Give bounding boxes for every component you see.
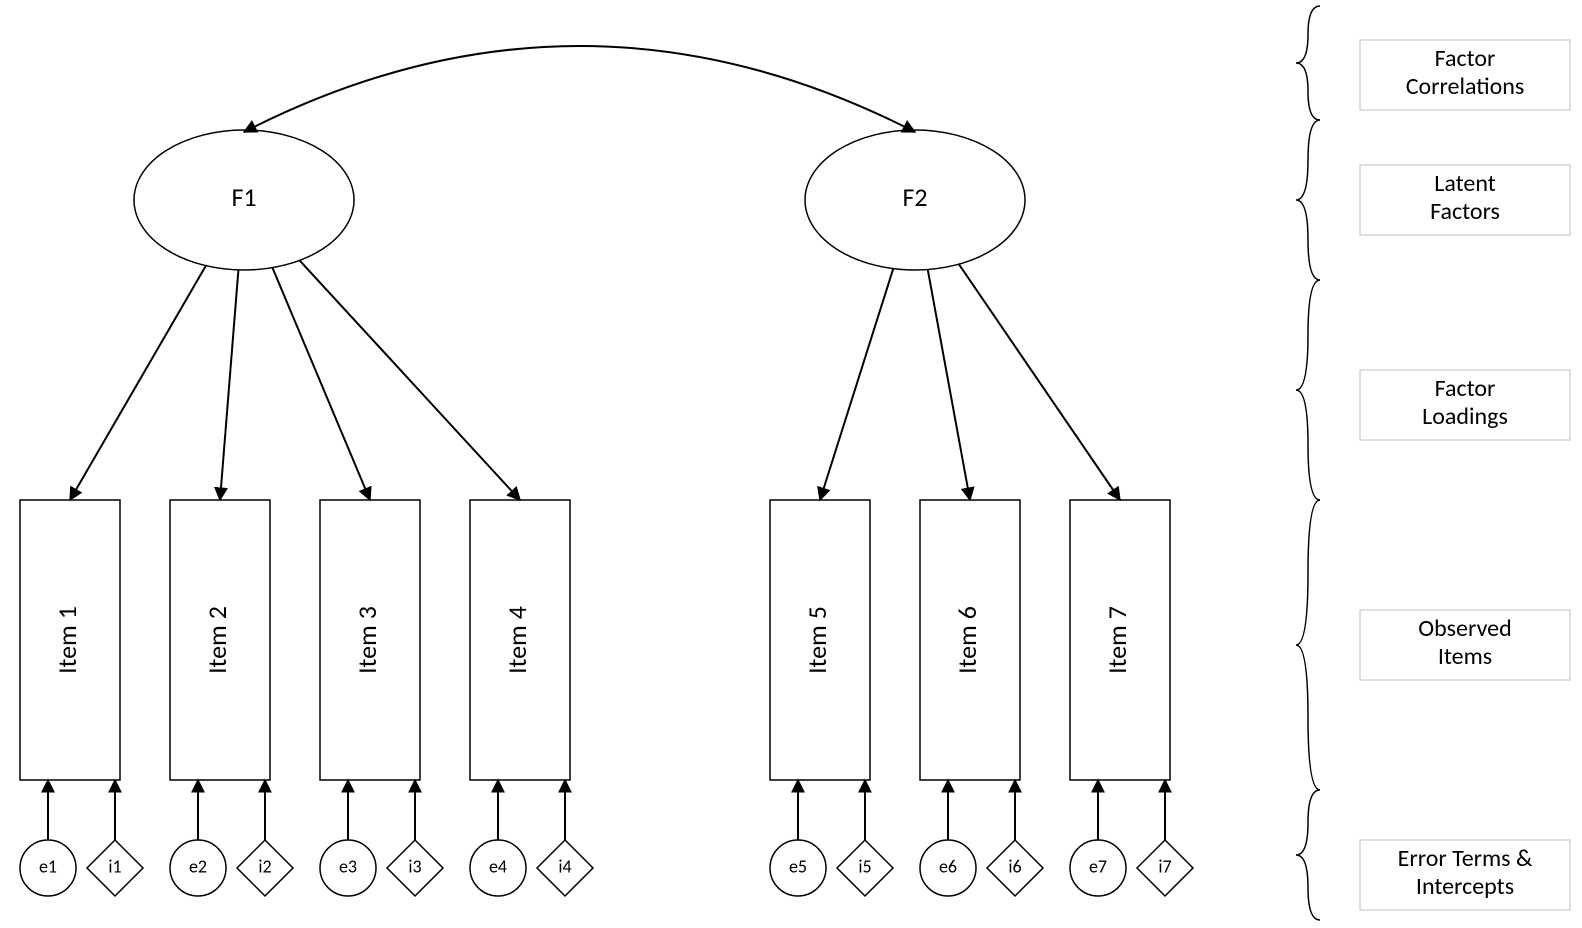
observed-item-label: Item 4 bbox=[501, 606, 533, 674]
section-label-line1: Error Terms & bbox=[1398, 844, 1533, 873]
error-term-label: e1 bbox=[39, 855, 57, 877]
latent-factor-label: F1 bbox=[231, 181, 256, 213]
error-term-label: i1 bbox=[108, 855, 121, 877]
section-label-line2: Factors bbox=[1430, 197, 1500, 226]
section-label-line2: Items bbox=[1438, 642, 1492, 671]
error-term-label: e3 bbox=[339, 855, 357, 877]
error-term-label: i3 bbox=[408, 855, 421, 877]
error-term-label: i7 bbox=[1158, 855, 1171, 877]
section-label-line2: Correlations bbox=[1406, 72, 1525, 101]
loading-arrow bbox=[300, 260, 520, 500]
error-term-label: e6 bbox=[939, 855, 957, 877]
error-term-label: e2 bbox=[189, 855, 207, 877]
latent-factor-label: F2 bbox=[902, 181, 927, 213]
loading-arrow bbox=[272, 268, 370, 500]
loading-arrow bbox=[959, 264, 1120, 500]
error-term-label: e5 bbox=[789, 855, 807, 877]
section-brace bbox=[1296, 6, 1320, 120]
error-term-label: e7 bbox=[1089, 855, 1107, 877]
observed-item-label: Item 3 bbox=[351, 606, 383, 674]
error-term-label: i5 bbox=[858, 855, 871, 877]
loading-arrow bbox=[928, 270, 970, 500]
section-label-line2: Loadings bbox=[1422, 402, 1508, 431]
section-label-line1: Latent bbox=[1434, 169, 1496, 198]
section-brace bbox=[1296, 790, 1320, 920]
error-term-label: e4 bbox=[489, 855, 507, 877]
section-label-line1: Factor bbox=[1435, 44, 1496, 73]
observed-item-label: Item 1 bbox=[51, 606, 83, 674]
section-brace bbox=[1296, 500, 1320, 790]
loading-arrow bbox=[220, 270, 238, 500]
loading-arrow bbox=[70, 266, 206, 500]
observed-item-label: Item 7 bbox=[1101, 606, 1133, 674]
observed-item-label: Item 2 bbox=[201, 606, 233, 674]
section-label-line1: Factor bbox=[1435, 374, 1496, 403]
observed-item-label: Item 5 bbox=[801, 606, 833, 674]
error-term-label: i6 bbox=[1008, 855, 1021, 877]
observed-item-label: Item 6 bbox=[951, 606, 983, 674]
section-brace bbox=[1296, 120, 1320, 280]
error-term-label: i2 bbox=[258, 855, 271, 877]
section-brace bbox=[1296, 280, 1320, 500]
section-label-line1: Observed bbox=[1418, 614, 1511, 643]
loading-arrow bbox=[820, 269, 893, 500]
error-term-label: i4 bbox=[558, 855, 571, 877]
section-label-line2: Intercepts bbox=[1416, 872, 1514, 901]
factor-correlation-arc bbox=[244, 46, 915, 132]
